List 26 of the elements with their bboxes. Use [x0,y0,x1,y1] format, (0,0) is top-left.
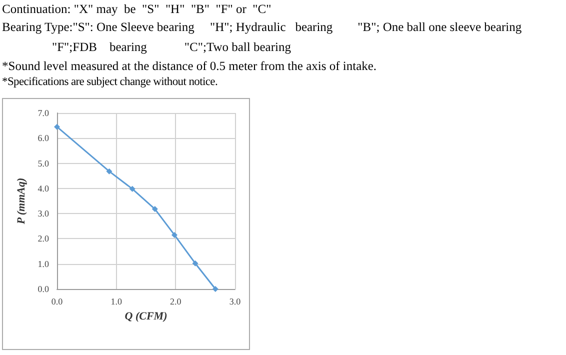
text: *Specifications are subject change without notice. [2,76,218,88]
point [54,124,60,130]
y-tick-label: 2.0 [38,234,50,244]
y-tick-label: 4.0 [38,183,50,194]
point [171,232,178,238]
point [152,206,158,212]
x-tick-label: 1.0 [110,296,122,306]
y-tick-label: 7.0 [38,108,50,118]
point [212,286,218,292]
x-tick-label: 3.0 [229,296,242,306]
text: "F";FDB bearing "C";Two ball bearing [51,40,291,55]
point [192,260,198,266]
y-tick-label: 1.0 [38,258,50,269]
x-axis-title: Q (CFM) [124,310,168,322]
text: *Sound level measured at the distance of 0.5 meter from the axis of intake. [2,59,377,74]
y-axis-title: P (mmAq) [15,178,28,224]
y-tick-label: 5.0 [38,158,50,168]
y-tick-label: 6.0 [38,133,50,144]
y-tick-label: 3.0 [38,208,50,219]
y-tick-label: 0.0 [38,284,50,294]
x-tick-label: 2.0 [170,296,182,306]
text: Continuation: "X" may be "S" "H" "B" "F" or "C" [2,2,272,17]
text: Bearing Type:"S": One Sleeve bearing "H"; Hydraulic bearing "B"; One ball one sleeve bearing [2,20,522,35]
point [106,168,112,174]
x-tick-label: 0.0 [51,296,64,306]
point [129,186,136,192]
